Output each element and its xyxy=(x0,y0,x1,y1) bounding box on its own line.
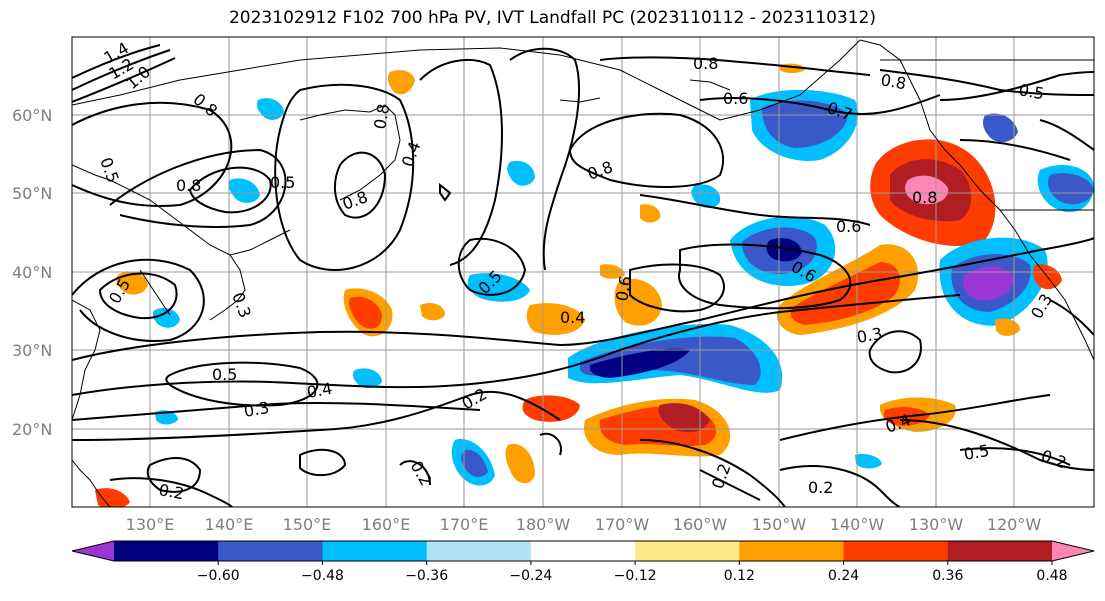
lat-label: 20°N xyxy=(12,420,52,439)
colorbar-tick-label: 0.48 xyxy=(1036,568,1067,584)
colorbar-swatch xyxy=(114,541,219,561)
contour-label: 0.8 xyxy=(370,102,393,130)
lon-label: 130°E xyxy=(126,515,175,534)
contour-label: 0.2 xyxy=(808,478,833,497)
contour-label: 0.8 xyxy=(176,176,201,195)
colorbar-tick-label: 0.36 xyxy=(932,568,963,584)
contour-label: 0.6 xyxy=(612,274,635,302)
lon-label: 150°W xyxy=(752,515,807,534)
colorbar-swatch xyxy=(947,541,1053,561)
colorbar-swatch xyxy=(843,541,949,561)
lat-label: 40°N xyxy=(12,263,52,282)
contour-lines xyxy=(72,44,1094,507)
lon-label: 120°W xyxy=(987,515,1042,534)
colorbar-swatch xyxy=(322,541,428,561)
contour-label: 0.3 xyxy=(242,398,270,421)
colorbar-outline xyxy=(71,540,1095,562)
colorbar-swatch xyxy=(218,541,323,561)
latitude-labels: 60°N 50°N 40°N 30°N 20°N xyxy=(12,106,52,439)
contour-label: 0.2 xyxy=(157,480,185,503)
contour-label: 0.4 xyxy=(560,308,585,327)
coastlines xyxy=(72,39,1094,507)
lon-label: 170°W xyxy=(595,515,650,534)
contour-label: 0.4 xyxy=(305,379,333,402)
contour-label: 0.3 xyxy=(855,324,883,347)
colorbar-swatch xyxy=(530,541,636,561)
lon-label: 140°E xyxy=(205,515,254,534)
lon-label: 160°W xyxy=(673,515,728,534)
contour-label: 0.5 xyxy=(212,365,237,384)
lon-label: 140°W xyxy=(830,515,885,534)
colorbar-tick-label: −0.48 xyxy=(301,568,344,584)
colorbar-tick-label: −0.60 xyxy=(197,568,240,584)
map-panel: 1.4 1.2 1.0 0.8 0.8 0.5 0.5 0.5 0.8 0.4 … xyxy=(72,37,1094,507)
contour-label: 0.6 xyxy=(836,217,861,236)
graticule xyxy=(72,37,1094,507)
lat-label: 30°N xyxy=(12,341,52,360)
contour-label: 0.5 xyxy=(962,441,990,464)
colorbar-tick-label: 0.12 xyxy=(724,568,755,584)
contour-label: 0.6 xyxy=(723,89,748,108)
contour-label: 0.8 xyxy=(693,54,718,73)
contour-label: 0.5 xyxy=(1017,80,1045,103)
lon-label: 160°E xyxy=(362,515,411,534)
contour-label: 0.8 xyxy=(879,70,907,93)
colorbar-swatch xyxy=(739,541,845,561)
longitude-labels: 130°E 140°E 150°E 160°E 170°E 180°W 170°… xyxy=(126,515,1042,534)
lat-label: 60°N xyxy=(12,106,52,125)
colorbar-swatch xyxy=(426,541,532,561)
lon-label: 130°W xyxy=(909,515,964,534)
map-frame xyxy=(71,36,1095,508)
lon-label: 170°E xyxy=(440,515,489,534)
map-title: 2023102912 F102 700 hPa PV, IVT Landfall… xyxy=(228,8,876,28)
colorbar-tick-label: 0.24 xyxy=(828,568,859,584)
pv-shading xyxy=(95,63,1094,507)
colorbar-extend-low xyxy=(72,541,114,561)
colorbar-swatch xyxy=(635,541,740,561)
colorbar: −0.60 −0.48 −0.36 −0.24 −0.12 0.12 0.24 0.36 0.4… xyxy=(71,540,1095,584)
colorbar-extend-high xyxy=(1052,541,1094,561)
contour-label: 0.5 xyxy=(270,173,295,192)
colorbar-tick-label: −0.36 xyxy=(405,568,448,584)
lon-label: 150°E xyxy=(283,515,332,534)
lon-label: 180°W xyxy=(516,515,571,534)
colorbar-tick-label: −0.24 xyxy=(509,568,552,584)
colorbar-tick-label: −0.12 xyxy=(614,568,657,584)
contour-label: 0.8 xyxy=(912,188,937,207)
lat-label: 50°N xyxy=(12,184,52,203)
